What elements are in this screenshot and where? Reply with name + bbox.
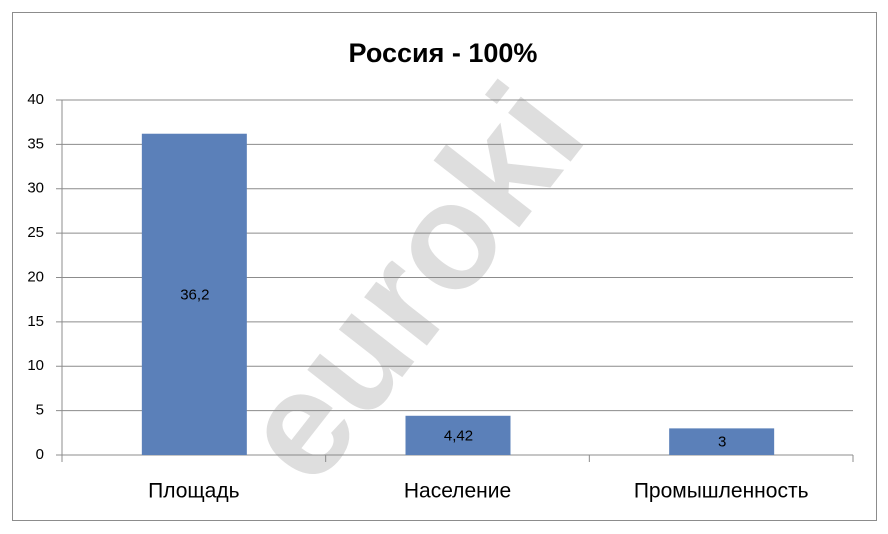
value-label: 3 xyxy=(718,434,726,451)
y-tick-label: 35 xyxy=(27,135,44,152)
bar xyxy=(141,133,247,455)
y-tick-label: 30 xyxy=(27,180,44,197)
x-tick-label: Население xyxy=(404,480,511,503)
y-tick-label: 0 xyxy=(36,446,44,463)
value-label: 36,2 xyxy=(180,286,209,303)
x-tick-label: Площадь xyxy=(148,480,239,503)
y-tick-label: 25 xyxy=(27,224,44,241)
x-tick-label: Промышленность xyxy=(634,480,809,503)
y-tick-label: 40 xyxy=(27,91,44,108)
bar xyxy=(405,415,511,455)
value-label: 4,42 xyxy=(444,427,473,444)
chart-title: Россия - 100% xyxy=(349,38,538,68)
y-tick-label: 20 xyxy=(27,268,44,285)
y-tick-label: 15 xyxy=(27,313,44,330)
bar xyxy=(669,428,775,455)
y-tick-label: 5 xyxy=(36,402,44,419)
y-tick-label: 10 xyxy=(27,357,44,374)
